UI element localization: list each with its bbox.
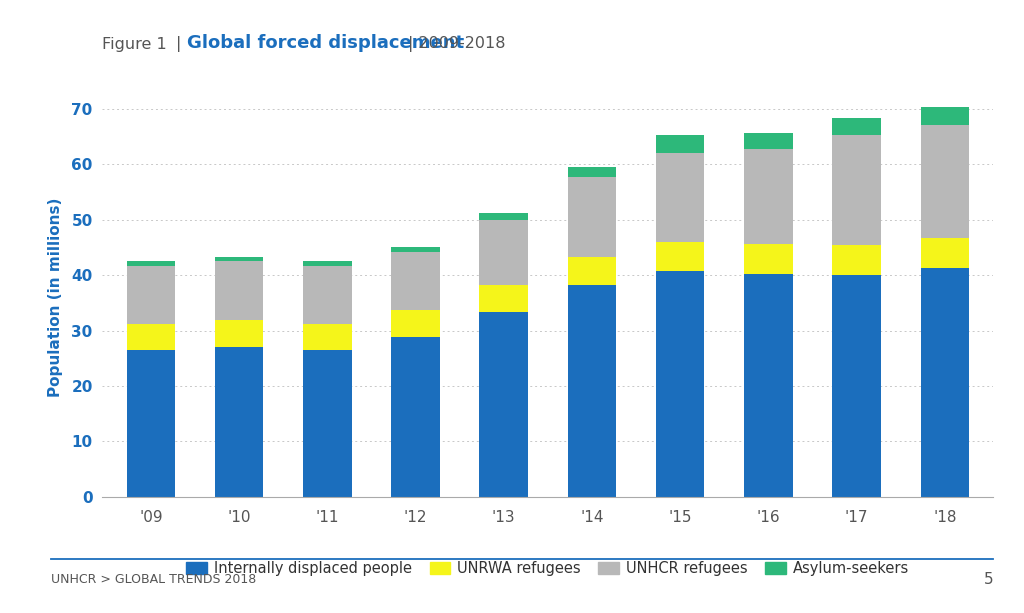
Text: Global forced displacement: Global forced displacement xyxy=(187,34,465,52)
Bar xyxy=(391,247,439,252)
Bar xyxy=(479,220,528,284)
Text: Figure 1: Figure 1 xyxy=(102,37,167,52)
Bar xyxy=(127,261,175,266)
Bar xyxy=(656,135,705,153)
Bar xyxy=(127,324,175,350)
Y-axis label: Population (in millions): Population (in millions) xyxy=(48,197,62,397)
Bar xyxy=(303,351,351,497)
Text: 5: 5 xyxy=(984,572,993,587)
Bar xyxy=(215,257,263,261)
Bar xyxy=(303,266,351,324)
Bar xyxy=(303,324,351,351)
Bar xyxy=(391,337,439,497)
Text: UNHCR > GLOBAL TRENDS 2018: UNHCR > GLOBAL TRENDS 2018 xyxy=(51,573,256,586)
Bar xyxy=(479,284,528,312)
Bar xyxy=(479,312,528,497)
Bar xyxy=(921,237,969,268)
Bar xyxy=(656,153,705,242)
Bar xyxy=(567,177,616,257)
Bar xyxy=(744,134,793,149)
Bar xyxy=(303,261,351,266)
Bar xyxy=(833,118,881,135)
Bar xyxy=(921,124,969,237)
Bar xyxy=(567,285,616,497)
Bar xyxy=(833,245,881,275)
Bar xyxy=(567,167,616,177)
Legend: Internally displaced people, UNRWA refugees, UNHCR refugees, Asylum-seekers: Internally displaced people, UNRWA refug… xyxy=(180,555,915,582)
Bar xyxy=(215,346,263,497)
Bar xyxy=(215,320,263,346)
Bar xyxy=(833,135,881,245)
Bar xyxy=(215,261,263,320)
Bar xyxy=(391,310,439,337)
Bar xyxy=(833,275,881,497)
Text: | 2009-2018: | 2009-2018 xyxy=(408,36,505,52)
Bar xyxy=(127,266,175,324)
Bar xyxy=(744,273,793,497)
Bar xyxy=(656,271,705,497)
Bar xyxy=(921,107,969,124)
Bar xyxy=(744,149,793,244)
Bar xyxy=(656,242,705,271)
Text: |: | xyxy=(176,36,181,52)
Bar xyxy=(391,252,439,310)
Bar xyxy=(127,350,175,497)
Bar xyxy=(921,268,969,497)
Bar xyxy=(479,213,528,220)
Bar xyxy=(744,244,793,273)
Bar xyxy=(567,257,616,285)
